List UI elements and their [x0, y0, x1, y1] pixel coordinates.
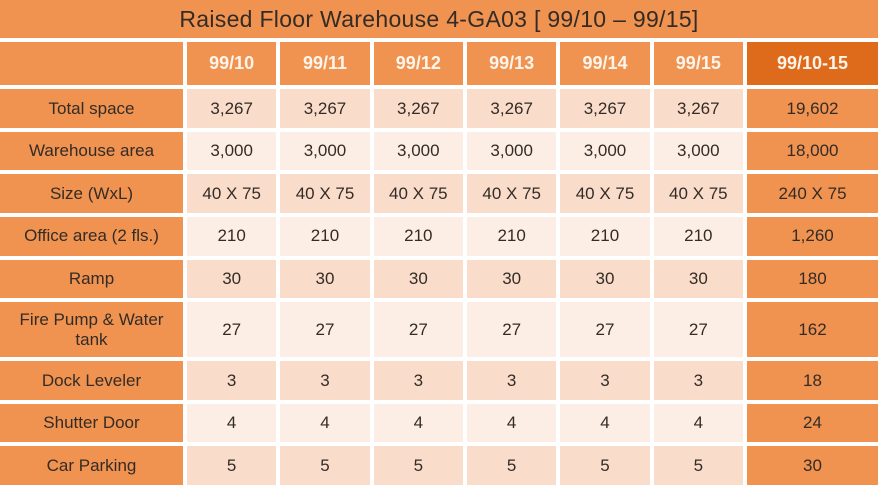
total-cell: 162 — [747, 302, 878, 358]
data-cell: 210 — [560, 216, 650, 256]
data-cell: 27 — [280, 302, 370, 358]
data-cell: 3,267 — [560, 89, 650, 128]
column-header-total: 99/10-15 — [747, 42, 878, 85]
data-cell: 3,267 — [373, 89, 463, 128]
data-cell: 3,000 — [373, 131, 463, 171]
total-cell: 18 — [747, 361, 878, 400]
data-cell: 5 — [653, 446, 743, 485]
data-cell: 3,267 — [653, 89, 743, 128]
total-cell: 18,000 — [747, 131, 878, 171]
row-label-shutter-door: Shutter Door — [0, 403, 183, 443]
data-cell: 3,000 — [187, 131, 277, 171]
column-header-99-13: 99/13 — [467, 42, 557, 85]
data-cell: 3,000 — [467, 131, 557, 171]
data-cell: 210 — [653, 216, 743, 256]
data-cell: 40 X 75 — [187, 174, 277, 213]
column-header-99-11: 99/11 — [280, 42, 370, 85]
row-label-fire-pump-water-tank: Fire Pump & Water tank — [0, 302, 183, 358]
data-cell: 30 — [280, 259, 370, 299]
data-cell: 30 — [373, 259, 463, 299]
column-header-99-10: 99/10 — [187, 42, 277, 85]
data-cell: 4 — [373, 403, 463, 443]
total-cell: 180 — [747, 259, 878, 299]
data-cell: 30 — [560, 259, 650, 299]
data-cell: 5 — [280, 446, 370, 485]
data-cell: 3,267 — [280, 89, 370, 128]
row-label-office-area: Office area (2 fls.) — [0, 216, 183, 256]
data-cell: 30 — [467, 259, 557, 299]
row-label-total-space: Total space — [0, 89, 183, 128]
data-cell: 3 — [467, 361, 557, 400]
data-cell: 3 — [280, 361, 370, 400]
column-header-99-15: 99/15 — [653, 42, 743, 85]
data-cell: 27 — [187, 302, 277, 358]
data-cell: 210 — [467, 216, 557, 256]
total-cell: 30 — [747, 446, 878, 485]
data-cell: 210 — [280, 216, 370, 256]
total-cell: 240 X 75 — [747, 174, 878, 213]
total-cell: 1,260 — [747, 216, 878, 256]
data-cell: 210 — [187, 216, 277, 256]
data-cell: 5 — [467, 446, 557, 485]
data-cell: 3,000 — [280, 131, 370, 171]
data-cell: 27 — [373, 302, 463, 358]
data-cell: 4 — [653, 403, 743, 443]
row-label-warehouse-area: Warehouse area — [0, 131, 183, 171]
data-cell: 5 — [187, 446, 277, 485]
data-cell: 30 — [653, 259, 743, 299]
data-cell: 27 — [653, 302, 743, 358]
total-cell: 24 — [747, 403, 878, 443]
data-cell: 3 — [373, 361, 463, 400]
row-label-dock-leveler: Dock Leveler — [0, 361, 183, 400]
data-cell: 4 — [467, 403, 557, 443]
data-cell: 40 X 75 — [653, 174, 743, 213]
data-cell: 4 — [280, 403, 370, 443]
data-cell: 5 — [560, 446, 650, 485]
data-cell: 40 X 75 — [280, 174, 370, 213]
data-cell: 40 X 75 — [560, 174, 650, 213]
column-header-99-12: 99/12 — [373, 42, 463, 85]
data-cell: 210 — [373, 216, 463, 256]
data-cell: 3,267 — [187, 89, 277, 128]
data-cell: 40 X 75 — [467, 174, 557, 213]
data-cell: 3 — [187, 361, 277, 400]
data-cell: 27 — [467, 302, 557, 358]
column-header-99-14: 99/14 — [560, 42, 650, 85]
data-cell: 4 — [187, 403, 277, 443]
data-cell: 3,000 — [653, 131, 743, 171]
column-header-blank — [0, 42, 183, 85]
data-cell: 3 — [560, 361, 650, 400]
data-cell: 3,000 — [560, 131, 650, 171]
data-cell: 40 X 75 — [373, 174, 463, 213]
data-cell: 3 — [653, 361, 743, 400]
data-cell: 27 — [560, 302, 650, 358]
data-cell: 3,267 — [467, 89, 557, 128]
total-cell: 19,602 — [747, 89, 878, 128]
table-title: Raised Floor Warehouse 4-GA03 [ 99/10 – … — [0, 0, 878, 38]
data-cell: 4 — [560, 403, 650, 443]
data-cell: 5 — [373, 446, 463, 485]
row-label-ramp: Ramp — [0, 259, 183, 299]
row-label-car-parking: Car Parking — [0, 446, 183, 485]
data-cell: 30 — [187, 259, 277, 299]
row-label-size: Size (WxL) — [0, 174, 183, 213]
